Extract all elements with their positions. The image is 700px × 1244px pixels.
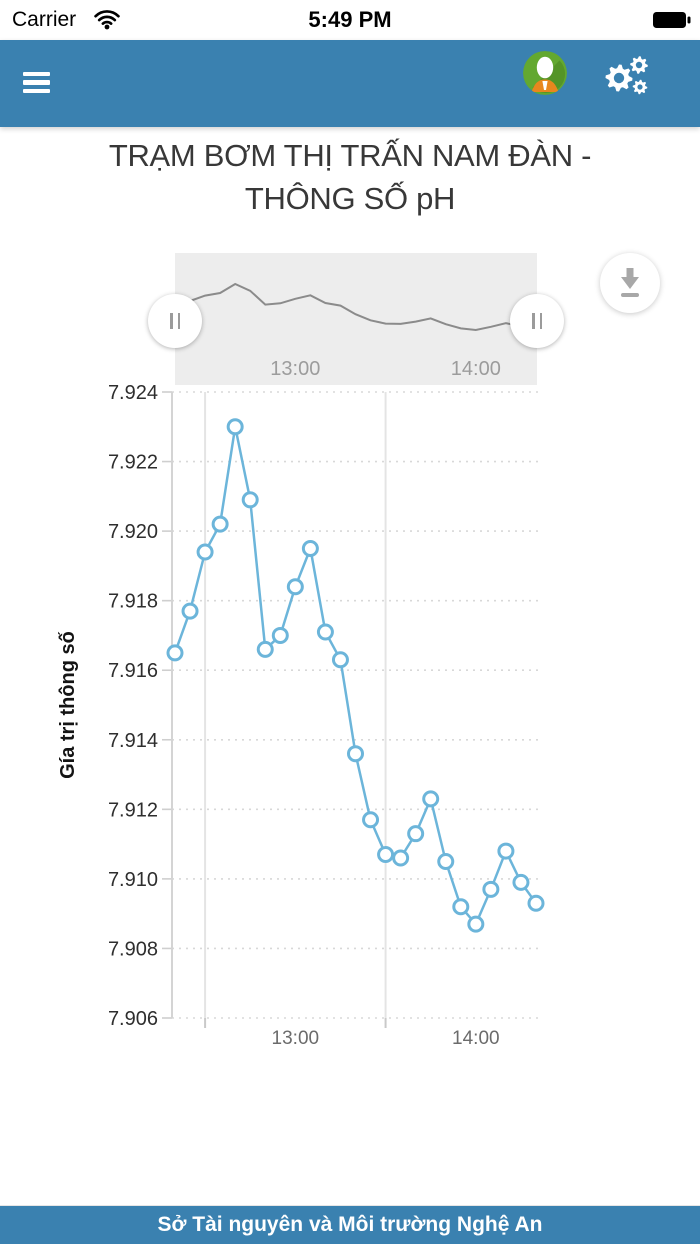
avatar-icon (523, 51, 567, 95)
menu-button[interactable] (23, 72, 50, 93)
app-footer: Sở Tài nguyên và Môi trường Nghệ An (0, 1206, 700, 1244)
status-bar: Carrier 5:49 PM (0, 0, 700, 40)
data-point[interactable] (437, 853, 455, 870)
gear-hole (637, 84, 643, 90)
y-axis-label: 7.912 (108, 799, 158, 821)
data-point[interactable] (181, 602, 199, 620)
y-axis-label: 7.916 (108, 660, 158, 682)
wifi-icon (94, 10, 120, 30)
footer-text: Sở Tài nguyên và Môi trường Nghệ An (157, 1213, 543, 1236)
carrier-label: Carrier (12, 8, 77, 31)
data-point[interactable] (256, 640, 274, 658)
y-axis-label: 7.910 (108, 869, 158, 891)
data-point[interactable] (377, 846, 395, 864)
data-point[interactable] (407, 825, 425, 843)
y-axis-label: 7.918 (108, 591, 158, 613)
data-point[interactable] (497, 842, 515, 860)
y-axis-title: Gía trị thông số (57, 631, 79, 779)
x-axis-label: 13:00 (272, 1028, 320, 1049)
page-title: TRẠM BƠM THỊ TRẤN NAM ĐÀN - THÔNG SỐ pH (108, 138, 592, 216)
y-axis-label: 7.920 (108, 521, 158, 543)
y-axis-label: 7.906 (108, 1008, 158, 1030)
navigator-series-line (174, 282, 537, 332)
grip-icon (170, 313, 173, 329)
data-point[interactable] (301, 540, 319, 557)
data-point[interactable] (467, 915, 485, 933)
chart-navigator[interactable]: 13:00 14:00 (0, 240, 700, 400)
x-axis-label: 14:00 (452, 1028, 500, 1049)
data-point[interactable] (392, 849, 410, 867)
y-axis-label: 7.914 (108, 730, 158, 752)
data-point[interactable] (241, 491, 259, 509)
download-icon (621, 268, 639, 297)
app-header (0, 40, 700, 127)
gear-hole (613, 72, 625, 84)
gear-hole (635, 61, 643, 69)
navigator-track[interactable] (175, 253, 537, 385)
data-point[interactable] (527, 894, 545, 912)
battery-icon (653, 12, 691, 28)
settings-button[interactable] (600, 53, 650, 99)
data-point[interactable] (286, 578, 304, 596)
data-point[interactable] (166, 644, 184, 662)
navigator-axis-label: 14:00 (451, 358, 501, 380)
y-axis-label: 7.924 (108, 382, 158, 404)
data-point[interactable] (452, 898, 470, 916)
download-button[interactable] (600, 253, 660, 313)
line-chart[interactable]: 7.924 7.922 7.920 7.918 7.916 7.914 7.912 7.910… (0, 375, 700, 1075)
data-point[interactable] (196, 543, 214, 561)
grip-icon (532, 313, 535, 329)
navigator-axis-label: 13:00 (270, 358, 320, 380)
series-line (173, 425, 538, 926)
hamburger-icon (23, 72, 50, 77)
data-point[interactable] (422, 790, 440, 808)
data-point[interactable] (362, 811, 380, 829)
range-handle-left[interactable] (148, 294, 202, 348)
data-point[interactable] (482, 880, 500, 898)
data-point[interactable] (316, 623, 334, 641)
clock-label: 5:49 PM (308, 7, 392, 32)
y-axis-label: 7.922 (108, 452, 158, 474)
data-point[interactable] (211, 515, 229, 533)
data-point[interactable] (331, 651, 349, 669)
y-axis-label: 7.908 (108, 938, 158, 960)
user-avatar[interactable] (523, 51, 567, 95)
data-point[interactable] (271, 626, 289, 644)
data-point[interactable] (226, 418, 244, 436)
settings-gears-icon (605, 56, 648, 95)
range-handle-right[interactable] (510, 294, 564, 348)
data-point[interactable] (512, 873, 530, 891)
data-point[interactable] (347, 745, 364, 763)
